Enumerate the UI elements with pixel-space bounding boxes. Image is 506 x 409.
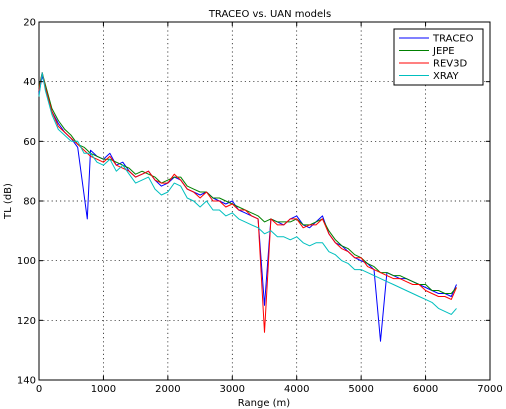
x-tick-label: 2000	[155, 384, 180, 395]
series-line-rev3d	[38, 72, 457, 333]
x-axis-label: Range (m)	[238, 398, 291, 409]
x-tick-label: 5000	[348, 384, 373, 395]
x-tick-label: 3000	[220, 384, 245, 395]
x-tick-label: 4000	[284, 384, 309, 395]
x-tick-label: 7000	[477, 384, 502, 395]
x-tick-label: 6000	[413, 384, 438, 395]
series-lines	[38, 72, 457, 342]
y-tick-label: 60	[23, 137, 36, 148]
x-tick-label: 0	[36, 384, 42, 395]
y-tick-label: 20	[23, 18, 36, 29]
y-tick-label: 40	[23, 77, 36, 88]
y-axis-label: TL (dB)	[3, 183, 14, 220]
legend-label-xray: XRAY	[433, 71, 459, 82]
y-axis-tick-labels: 20 40 60 80 100 120 140	[17, 18, 36, 387]
y-tick-label: 80	[23, 197, 36, 208]
axis-ticks	[38, 21, 491, 381]
y-tick-label: 120	[17, 316, 36, 327]
x-tick-label: 1000	[91, 384, 116, 395]
legend-label-jepe: JEPE	[432, 46, 455, 57]
chart-title: TRACEO vs. UAN models	[208, 9, 331, 20]
x-axis-tick-labels: 0 1000 2000 3000 4000 5000 6000 7000	[36, 384, 503, 395]
y-tick-label: 100	[17, 256, 36, 267]
legend-label-rev3d: REV3D	[433, 59, 467, 70]
legend-label-traceo: TRACEO	[432, 34, 474, 45]
series-line-xray	[38, 72, 457, 315]
y-tick-label: 140	[17, 376, 36, 387]
